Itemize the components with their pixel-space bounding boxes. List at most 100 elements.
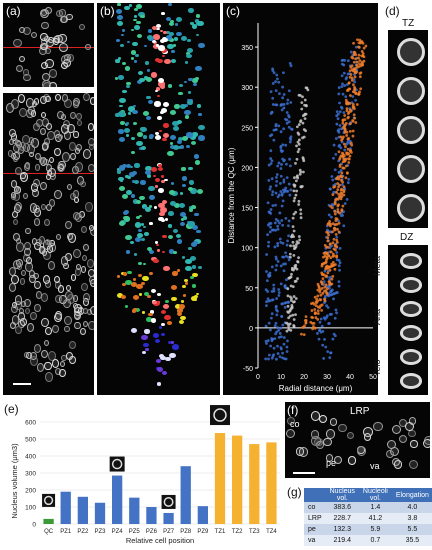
nucleus xyxy=(61,123,70,134)
point-blue xyxy=(270,133,274,137)
nucleus xyxy=(55,294,63,303)
point-blue xyxy=(284,301,288,305)
nucleus xyxy=(152,300,157,305)
point-orange xyxy=(350,143,354,147)
nucleus-crop xyxy=(397,77,425,105)
nucleus xyxy=(179,192,184,195)
point-blue xyxy=(273,324,277,328)
nucleus xyxy=(80,180,86,187)
point-orange xyxy=(328,268,332,272)
point-blue xyxy=(282,188,285,192)
nucleus-thumbnail xyxy=(109,456,125,472)
nucleus xyxy=(23,163,30,171)
point-blue xyxy=(269,225,272,229)
nucleus xyxy=(53,275,61,284)
nucleus xyxy=(173,37,179,41)
nucleus xyxy=(197,135,205,141)
point-blue xyxy=(351,95,355,98)
point-orange xyxy=(350,64,354,68)
point-orange xyxy=(344,121,348,125)
point-blue xyxy=(346,181,350,185)
nucleus xyxy=(146,316,152,322)
point-grey xyxy=(300,101,304,105)
point-blue xyxy=(268,230,272,234)
point-blue xyxy=(345,197,349,201)
nucleus xyxy=(137,132,144,137)
point-orange xyxy=(320,271,324,275)
nucleus xyxy=(60,16,68,24)
point-grey xyxy=(302,135,306,139)
nucleus xyxy=(167,321,172,325)
y-tick-label: 350 xyxy=(241,45,253,52)
point-orange xyxy=(340,209,344,213)
nucleus xyxy=(73,131,79,138)
nucleus xyxy=(323,437,332,447)
point-blue xyxy=(280,315,284,318)
nucleus xyxy=(64,325,70,333)
nucleus xyxy=(150,167,157,173)
nucleus xyxy=(121,28,126,32)
nucleus xyxy=(170,110,177,116)
table-cell: 5.5 xyxy=(391,524,432,535)
point-blue xyxy=(335,122,339,126)
nucleus xyxy=(39,181,47,191)
nucleus xyxy=(82,149,91,159)
point-blue xyxy=(265,300,268,304)
point-orange xyxy=(352,83,355,87)
point-blue xyxy=(275,313,279,317)
point-blue xyxy=(335,235,339,239)
nucleus xyxy=(410,440,418,448)
point-orange xyxy=(342,185,346,189)
nucleus xyxy=(170,284,178,291)
nucleus xyxy=(156,27,160,31)
nucleus xyxy=(148,271,154,276)
nucleus xyxy=(159,38,166,44)
nucleus xyxy=(138,214,142,218)
point-orange xyxy=(356,38,359,42)
point-orange xyxy=(345,134,349,137)
point-blue xyxy=(275,173,279,176)
table-cell: 4.0 xyxy=(391,502,432,513)
point-blue xyxy=(271,298,275,302)
dz-title: DZ xyxy=(400,232,414,243)
nucleus xyxy=(30,311,37,320)
point-blue xyxy=(287,301,290,304)
nucleus xyxy=(120,179,124,183)
nucleus xyxy=(144,329,150,334)
point-orange xyxy=(333,267,337,271)
nucleus xyxy=(181,176,187,181)
nucleus xyxy=(136,283,143,289)
point-orange xyxy=(304,319,308,322)
point-orange xyxy=(334,219,338,223)
nucleus xyxy=(145,348,149,352)
x-tick-label: TZ1 xyxy=(215,529,226,535)
point-orange xyxy=(335,177,339,181)
nucleus xyxy=(164,178,168,182)
nucleus xyxy=(173,250,177,254)
point-blue xyxy=(321,343,325,347)
point-blue xyxy=(277,193,281,197)
nucleus xyxy=(161,137,167,142)
nucleus xyxy=(176,307,184,313)
point-blue xyxy=(337,264,341,268)
nucleus xyxy=(16,64,24,72)
nucleus xyxy=(184,115,190,119)
point-blue xyxy=(267,353,271,357)
point-blue xyxy=(285,243,289,247)
nucleus xyxy=(191,284,197,288)
nucleus xyxy=(115,59,120,63)
nucleus xyxy=(43,275,51,285)
point-grey xyxy=(291,216,295,220)
point-orange xyxy=(354,121,358,124)
nucleus xyxy=(182,256,186,259)
nucleus xyxy=(40,21,49,30)
point-orange xyxy=(333,209,337,213)
point-blue xyxy=(268,299,272,303)
point-orange xyxy=(358,90,361,94)
point-orange xyxy=(332,237,336,241)
point-blue xyxy=(320,324,324,328)
point-blue xyxy=(281,323,285,327)
nucleus xyxy=(144,291,150,296)
nucleus xyxy=(325,454,334,462)
nucleus xyxy=(131,136,136,140)
